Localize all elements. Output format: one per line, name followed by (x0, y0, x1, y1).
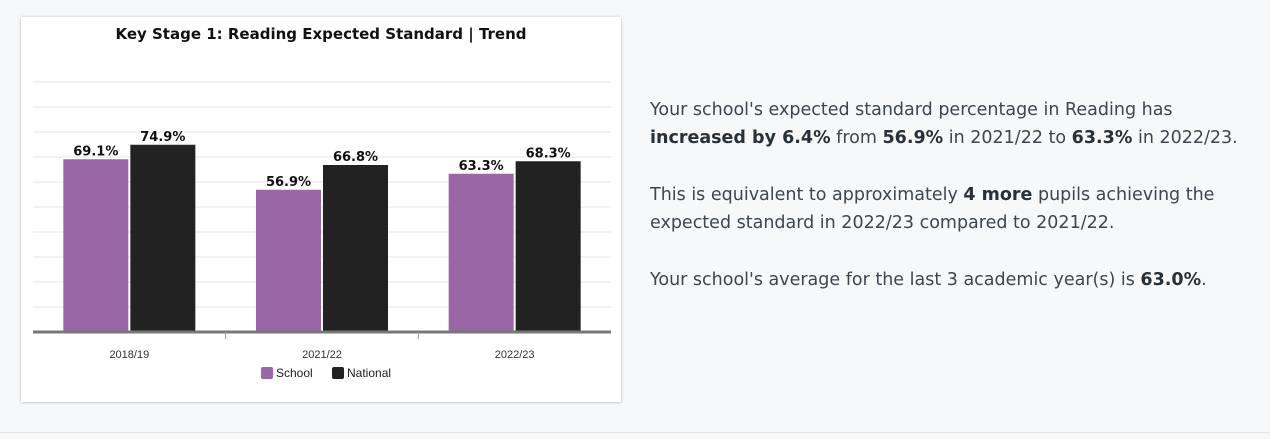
summary-p1-run-4: in 2021/22 to (943, 128, 1072, 148)
summary-average-text: Your school's average for the last 3 aca… (650, 266, 1250, 294)
data-label-national-2018-19: 74.9% (140, 130, 185, 145)
data-label-school-2021-22: 56.9% (266, 175, 311, 190)
x-tick-label: 2021/22 (302, 349, 342, 361)
legend-item-school[interactable]: School (261, 366, 313, 380)
bar-chart: Key Stage 1: Reading Expected Standard |… (33, 25, 611, 380)
summary-p3-run-0: Your school's average for the last 3 aca… (650, 270, 1141, 290)
legend-label-school: School (276, 366, 313, 380)
chart-legend[interactable]: School National (261, 366, 391, 380)
chart-gridlines (33, 81, 611, 308)
bar-national-2018-19 (130, 144, 196, 332)
bar-national-2021-22 (323, 165, 388, 332)
summary-p1-run-1: increased by 6.4% (650, 128, 831, 148)
chart-bars (63, 144, 581, 332)
summary-p1-run-2: from (830, 128, 883, 148)
summary-trend-text: Your school's expected standard percenta… (650, 96, 1250, 152)
summary-p3-run-1: 63.0% (1140, 270, 1202, 290)
bar-school-2022-23 (448, 173, 514, 332)
summary-p1-run-3: 56.9% (882, 128, 944, 148)
legend-item-national[interactable]: National (332, 366, 391, 380)
bar-school-2018-19 (63, 159, 129, 332)
summary-p2-run-1: 4 more (963, 185, 1033, 205)
summary-p2-run-0: This is equivalent to approximately (650, 185, 964, 205)
data-label-school-2022-23: 63.3% (459, 159, 504, 174)
legend-swatch-school (261, 367, 273, 379)
summary-p1-run-0: Your school's expected standard percenta… (650, 100, 1173, 120)
data-label-national-2022-23: 68.3% (526, 146, 571, 161)
x-tick-label: 2022/23 (495, 349, 535, 361)
summary-p2-run-2: pupils achieving the expected standard i… (650, 185, 1215, 233)
summary-p1-run-5: 63.3% (1071, 128, 1133, 148)
data-label-national-2021-22: 66.8% (333, 150, 378, 165)
chart-data-labels: 69.1% 74.9% 56.9% 66.8% 63.3% 68.3% (73, 130, 570, 190)
chart-title: Key Stage 1: Reading Expected Standard |… (115, 25, 526, 44)
summary-pupils-text: This is equivalent to approximately 4 mo… (650, 181, 1250, 237)
bar-school-2021-22 (256, 189, 321, 332)
chart-x-axis: 2018/19 2021/22 2022/23 (33, 330, 611, 361)
summary-p3-run-2: . (1201, 270, 1207, 290)
legend-swatch-national (332, 367, 344, 379)
page-divider (0, 432, 1270, 433)
summary-p1-run-6: in 2022/23. (1132, 128, 1238, 148)
chart-card: Key Stage 1: Reading Expected Standard |… (21, 17, 621, 402)
data-label-school-2018-19: 69.1% (73, 144, 118, 159)
x-tick-label: 2018/19 (109, 349, 149, 361)
bar-national-2022-23 (515, 161, 581, 332)
legend-label-national: National (347, 366, 391, 380)
summary-panel: Your school's expected standard percenta… (650, 96, 1250, 323)
